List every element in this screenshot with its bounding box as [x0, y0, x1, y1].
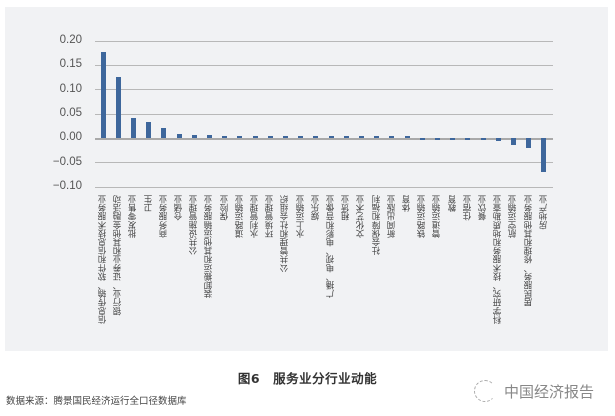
- bar: [115, 77, 121, 139]
- bar: [419, 138, 425, 141]
- bar: [161, 128, 167, 139]
- x-axis-category-label: 租赁业: [341, 195, 352, 221]
- x-axis-category-label: 社会保障和福利: [371, 195, 382, 256]
- bar: [541, 138, 547, 173]
- watermark: 中国经济报告: [474, 380, 594, 402]
- y-axis-tick-label: 0.00: [59, 131, 82, 144]
- x-axis-category-label: 航空运输业: [508, 195, 519, 238]
- x-axis-category-label: 商务服务业: [158, 195, 169, 238]
- x-axis-category-label: 批发零售业: [128, 195, 139, 238]
- y-axis-tick-label: 0.20: [59, 34, 82, 46]
- bar: [510, 138, 516, 146]
- gridline: [95, 113, 553, 115]
- bar: [206, 134, 212, 139]
- x-axis-category-label: 装卸搬运和其他运输服务业: [204, 195, 215, 299]
- bar: [358, 136, 364, 139]
- bar: [252, 136, 258, 139]
- x-axis-category-label: 餐饮业: [478, 195, 488, 221]
- bar: [282, 136, 288, 139]
- x-axis-category-label: 铁路运输业: [417, 195, 428, 238]
- x-axis-category-label: 广播、电视、电影和音像业: [326, 195, 336, 299]
- bar: [480, 138, 486, 141]
- bar: [526, 138, 532, 148]
- x-axis-category-label: 体育: [402, 195, 412, 213]
- bar: [146, 121, 152, 139]
- x-axis-category-label: 水上运输业: [295, 195, 306, 238]
- y-axis-tick-label: 0.05: [59, 107, 82, 119]
- x-axis-category-label: 教育: [447, 195, 458, 213]
- gridline: [95, 137, 553, 140]
- gridline: [95, 89, 553, 91]
- bar: [328, 136, 334, 139]
- bar-chart: 0.20 0.15 0.10 0.05 0.00 −0.05 −0.10 信息传输、软件和信息…: [52, 34, 553, 324]
- bar: [434, 138, 440, 141]
- gridline: [95, 186, 553, 188]
- gridline: [95, 64, 553, 66]
- x-axis-category-label: 科学研究、技术服务和地质勘查业: [493, 195, 504, 324]
- x-axis-category-label: 管道运输业: [432, 195, 443, 238]
- x-axis-category-label: 住宿业: [462, 195, 473, 221]
- bar: [404, 136, 410, 139]
- bar: [313, 136, 319, 139]
- data-source-note: 数据来源：腾景国民经济运行全口径数据库: [6, 396, 187, 407]
- y-axis-tick-label: 0.15: [59, 58, 82, 71]
- gridline: [95, 162, 553, 164]
- x-axis-category-label: 文化艺术业: [356, 195, 367, 238]
- bar: [389, 136, 395, 139]
- x-axis-category-label: 公共设施管理业: [189, 195, 200, 256]
- bar: [100, 52, 106, 139]
- x-axis-category-label: 环境管理业: [265, 195, 276, 238]
- bar: [237, 136, 243, 139]
- bar: [374, 136, 380, 139]
- x-axis-category-label: 水利管理业: [250, 195, 260, 238]
- x-axis-category-label: 公共管理和社会组织: [280, 195, 291, 273]
- bar: [176, 133, 182, 139]
- x-axis-category-label: 道路运输业: [234, 195, 245, 238]
- bar: [267, 136, 273, 139]
- x-axis-category-label: 娱乐业: [310, 195, 321, 221]
- figure-caption: 图6 服务业分行业动能: [237, 371, 378, 386]
- y-axis-tick-label: −0.10: [52, 180, 82, 192]
- x-axis-category-label: 新闻出版业: [386, 195, 397, 238]
- wechat-logo-icon: [474, 380, 496, 402]
- y-axis-tick-label: 0.10: [59, 82, 82, 95]
- bar: [450, 138, 456, 141]
- bar: [343, 136, 349, 139]
- chart-panel: [5, 7, 608, 351]
- y-axis-tick-label: −0.05: [52, 155, 82, 168]
- x-axis-category-label: 银行业、证券业和其他金融活动: [113, 195, 124, 316]
- x-axis-category-label: 房地产业: [538, 195, 549, 230]
- x-axis-category-label: 卫生: [143, 195, 154, 213]
- bar: [222, 135, 228, 139]
- gridline: [95, 40, 553, 42]
- bar: [191, 134, 197, 139]
- x-axis-category-label: 居民服务、修理和其他服务业: [523, 195, 534, 307]
- x-axis-category-label: 仓储业: [174, 195, 184, 221]
- x-axis-category-label: 保险业: [219, 195, 230, 221]
- watermark-text: 中国经济报告: [504, 382, 595, 401]
- x-axis-category-label: 信息传输、软件和信息技术服务业: [98, 195, 108, 324]
- bar: [130, 117, 136, 139]
- bar: [298, 136, 304, 139]
- bar: [495, 138, 501, 142]
- bar: [465, 138, 471, 141]
